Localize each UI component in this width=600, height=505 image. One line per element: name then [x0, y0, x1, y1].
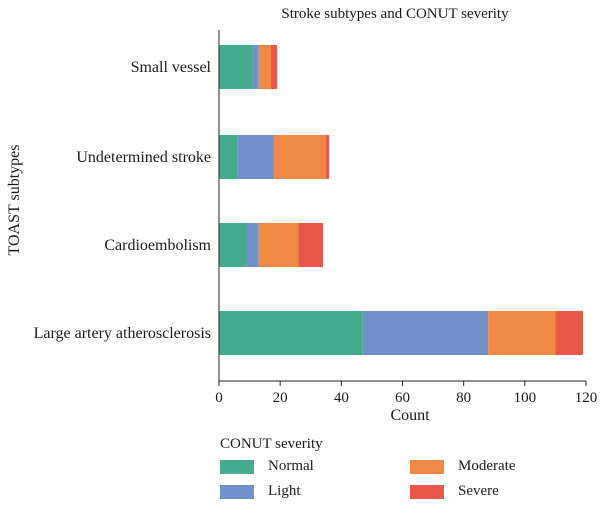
category-labels: Small vessel Undetermined stroke Cardioemb… [34, 59, 212, 342]
legend-item-normal: Normal [220, 458, 314, 475]
bar-undetermined-stroke-light [237, 135, 275, 179]
category-label-large-artery-atherosclerosis: Large artery atherosclerosis [34, 325, 211, 342]
chart: Stroke subtypes and CONUT severity TOAST… [6, 6, 597, 424]
legend-label-moderate: Moderate [458, 458, 516, 474]
x-tick-label-80: 80 [456, 390, 471, 406]
bar-small-vessel-moderate [258, 45, 271, 89]
bar-undetermined-stroke-normal [219, 135, 238, 179]
bar-small-vessel-normal [219, 45, 253, 89]
bar-large-artery-atherosclerosis-light [362, 311, 489, 355]
legend: CONUT severity Normal Light Moderate Sev… [220, 436, 580, 500]
bar-undetermined-stroke-severe [326, 135, 330, 179]
x-tick-label-120: 120 [575, 390, 598, 406]
legend-item-moderate: Moderate [410, 458, 515, 475]
bar-undetermined-stroke-moderate [274, 135, 327, 179]
x-axis: 0 20 40 60 80 100 120 [215, 30, 597, 406]
legend-swatch-severe [410, 484, 444, 499]
x-tick-label-0: 0 [215, 390, 223, 406]
category-label-cardioembolism: Cardioembolism [104, 237, 211, 254]
category-label-undetermined-stroke: Undetermined stroke [76, 149, 211, 166]
category-label-small-vessel: Small vessel [131, 59, 212, 76]
bar-small-vessel-light [252, 45, 259, 89]
legend-label-normal: Normal [268, 458, 314, 474]
legend-label-light: Light [268, 483, 301, 499]
bar-large-artery-atherosclerosis-moderate [488, 311, 556, 355]
bar-cardioembolism-moderate [258, 223, 299, 267]
x-tick-label-100: 100 [514, 390, 537, 406]
chart-title: Stroke subtypes and CONUT severity [281, 6, 509, 22]
bar-large-artery-atherosclerosis-severe [555, 311, 583, 355]
x-tick-label-20: 20 [273, 390, 288, 406]
legend-swatch-moderate [410, 459, 444, 474]
legend-label-severe: Severe [458, 483, 499, 499]
legend-title: CONUT severity [220, 436, 323, 452]
bar-small-vessel-severe [270, 45, 278, 89]
bar-large-artery-atherosclerosis-normal [219, 311, 363, 355]
x-axis-label: Count [390, 407, 430, 424]
bar-cardioembolism-severe [298, 223, 323, 267]
x-tick-label-60: 60 [395, 390, 410, 406]
x-tick-label-40: 40 [334, 390, 349, 406]
bars-group [219, 45, 583, 355]
bar-cardioembolism-normal [219, 223, 247, 267]
legend-swatch-normal [220, 459, 254, 474]
bar-cardioembolism-light [246, 223, 259, 267]
legend-item-light: Light [220, 483, 301, 500]
y-axis-label: TOAST subtypes [6, 145, 23, 256]
legend-swatch-light [220, 484, 254, 499]
legend-item-severe: Severe [410, 483, 499, 500]
